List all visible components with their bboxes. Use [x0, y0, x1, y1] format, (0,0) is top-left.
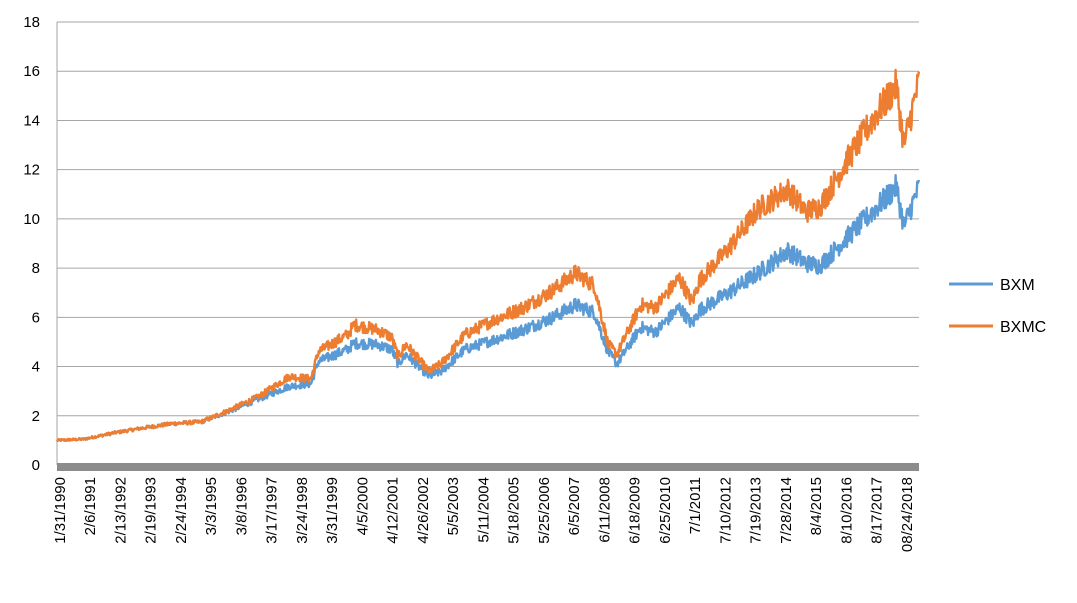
x-tick-label: 08/24/2018 [899, 477, 916, 552]
x-tick-label: 3/24/1998 [294, 477, 311, 544]
legend-label-bxm: BXM [1000, 277, 1035, 294]
legend-label-bxmc: BXMC [1000, 319, 1046, 336]
x-tick-label: 2/6/1991 [82, 477, 99, 535]
x-axis-bar [57, 463, 919, 471]
x-tick-label: 2/24/1994 [173, 477, 190, 544]
x-tick-label: 3/31/1999 [324, 477, 341, 544]
x-axis-ticks: 1/31/1990 2/6/1991 2/13/1992 2/19/1993 2/24/… [52, 477, 916, 552]
y-axis-ticks: 0 2 4 6 8 10 12 14 16 18 [23, 14, 40, 474]
x-axis [56, 22, 919, 471]
y-tick-label: 12 [23, 162, 40, 179]
x-tick-label: 8/17/2017 [869, 477, 886, 544]
x-tick-label: 6/25/2010 [657, 477, 674, 544]
x-tick-label: 5/18/2005 [506, 477, 523, 544]
x-tick-label: 7/10/2012 [717, 477, 734, 544]
y-tick-label: 2 [32, 408, 40, 425]
y-tick-label: 6 [32, 309, 40, 326]
x-tick-label: 4/12/2001 [385, 477, 402, 544]
x-tick-label: 2/19/1993 [143, 477, 160, 544]
x-tick-label: 2/13/1992 [112, 477, 129, 544]
series-line-bxm [56, 174, 921, 443]
y-tick-label: 16 [23, 63, 40, 80]
y-tick-label: 18 [23, 14, 40, 31]
x-tick-label: 6/5/2007 [566, 477, 583, 535]
x-tick-label: 5/25/2006 [536, 477, 553, 544]
x-tick-label: 3/8/1996 [233, 477, 250, 535]
x-tick-label: 1/31/1990 [52, 477, 69, 544]
x-tick-label: 7/19/2013 [748, 477, 765, 544]
series-lines [56, 68, 921, 443]
x-tick-label: 6/11/2008 [596, 477, 613, 543]
y-tick-label: 0 [32, 457, 40, 474]
x-tick-label: 3/17/1997 [264, 477, 281, 544]
x-tick-label: 3/3/1995 [203, 477, 220, 535]
legend: BXM BXMC [949, 277, 1046, 336]
x-tick-label: 6/18/2009 [627, 477, 644, 544]
y-tick-label: 10 [23, 211, 40, 228]
x-tick-label: 4/5/2000 [354, 477, 371, 535]
x-tick-label: 5/11/2004 [475, 477, 492, 543]
y-tick-label: 4 [32, 359, 40, 376]
series-line-bxmc [56, 68, 921, 443]
x-tick-label: 4/26/2002 [415, 477, 432, 544]
x-tick-label: 7/28/2014 [778, 477, 795, 544]
gridlines [57, 21, 919, 417]
y-tick-label: 8 [32, 260, 40, 277]
x-tick-label: 8/10/2016 [838, 477, 855, 544]
x-tick-label: 7/1/2011 [687, 477, 704, 534]
x-tick-label: 8/4/2015 [808, 477, 825, 535]
y-tick-label: 14 [23, 112, 40, 129]
x-tick-label: 5/5/2003 [445, 477, 462, 535]
